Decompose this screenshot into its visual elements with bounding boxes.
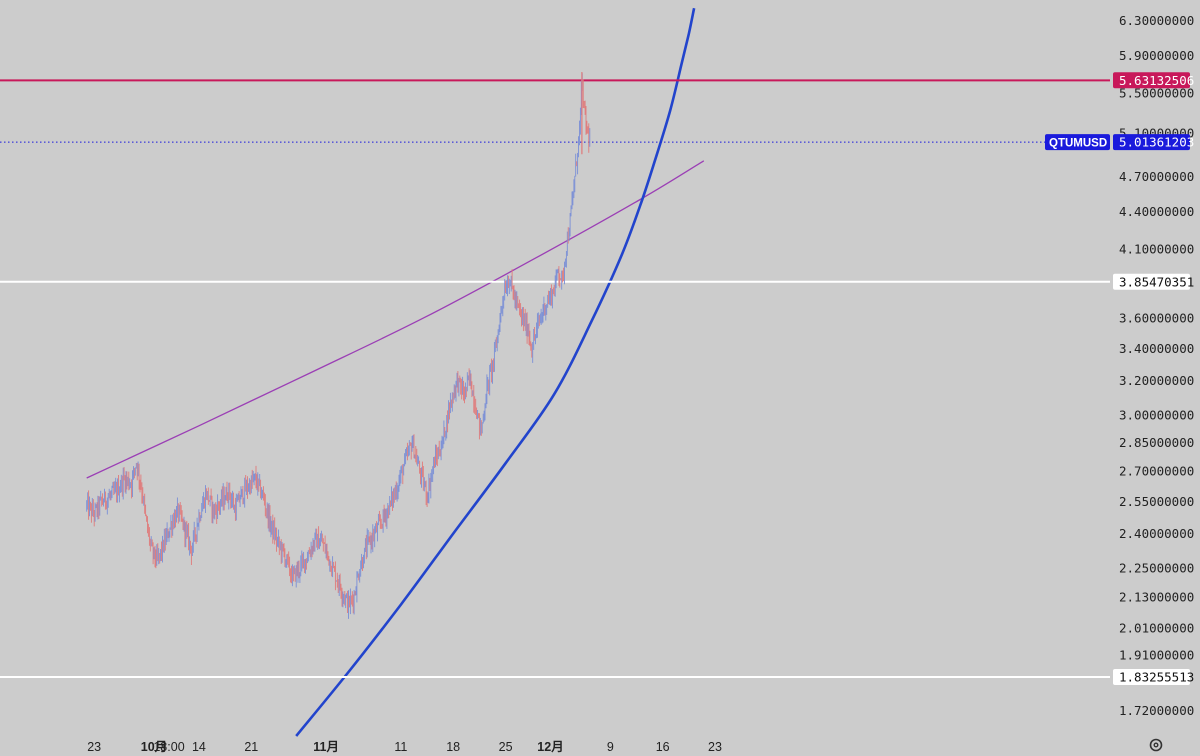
price-label-box-2 — [1113, 669, 1190, 685]
price-label-box-1 — [1113, 273, 1190, 290]
y-tick-label: 3.60000000 — [1119, 311, 1194, 326]
y-tick-label: 2.70000000 — [1119, 464, 1194, 479]
symbol-label-box — [1045, 134, 1110, 151]
x-tick-label: 25 — [499, 740, 513, 754]
y-tick-label: 3.20000000 — [1119, 373, 1194, 388]
price-label-0: 5.63132506 — [1119, 73, 1194, 88]
price-label-2: 1.83255513 — [1119, 670, 1194, 685]
x-tick-label: 23 — [708, 740, 722, 754]
x-tick-label: 14 — [192, 740, 206, 754]
x-tick-label: 16 — [656, 740, 670, 754]
y-tick-label: 2.85000000 — [1119, 435, 1194, 450]
x-tick-label: 11 — [394, 740, 407, 754]
price-label-box-0 — [1113, 72, 1190, 89]
y-tick-label: 4.70000000 — [1119, 169, 1194, 184]
x-tick-label: 9 — [607, 740, 614, 754]
y-tick-label: 2.01000000 — [1119, 620, 1194, 635]
symbol-label: QTUMUSD — [1049, 137, 1107, 149]
y-tick-label: 2.55000000 — [1119, 494, 1194, 509]
y-tick-label: 1.91000000 — [1119, 648, 1194, 663]
settings-gear-icon[interactable] — [1149, 738, 1163, 752]
y-tick-label: 3.00000000 — [1119, 408, 1194, 423]
price-candles — [86, 72, 591, 619]
y-tick-label: 6.30000000 — [1119, 13, 1194, 28]
x-tick-label: 21 — [244, 740, 258, 754]
y-tick-label: 2.25000000 — [1119, 560, 1194, 575]
y-tick-label: 5.50000000 — [1119, 85, 1194, 100]
y-tick-label: 5.90000000 — [1119, 48, 1194, 63]
x-tick-label: 11月 — [313, 740, 339, 754]
x-tick-label: 10月 — [141, 740, 167, 754]
price-label-3: 5.01361203 — [1119, 135, 1194, 150]
purple-trend-line[interactable] — [86, 160, 705, 479]
price-label-box-3 — [1113, 134, 1190, 151]
x-tick-label: 23 — [87, 740, 101, 754]
y-tick-label: 4.40000000 — [1119, 204, 1194, 219]
y-tick-label: 3.40000000 — [1119, 341, 1194, 356]
y-tick-label: 4.10000000 — [1119, 242, 1194, 257]
y-tick-label: 1.72000000 — [1119, 703, 1194, 718]
y-tick-label: 2.40000000 — [1119, 526, 1194, 541]
x-tick-label: 18:00 — [153, 740, 184, 754]
price-labels: 5.63132506 3.85470351 1.83255513 5.01361203… — [1045, 72, 1194, 685]
x-tick-label: 12月 — [537, 740, 563, 754]
y-tick-label: 2.13000000 — [1119, 590, 1194, 605]
price-label-1: 3.85470351 — [1119, 274, 1194, 289]
price-axis[interactable]: 6.300000005.900000005.500000005.10000000… — [1119, 13, 1194, 718]
x-tick-label: 18 — [446, 740, 460, 754]
